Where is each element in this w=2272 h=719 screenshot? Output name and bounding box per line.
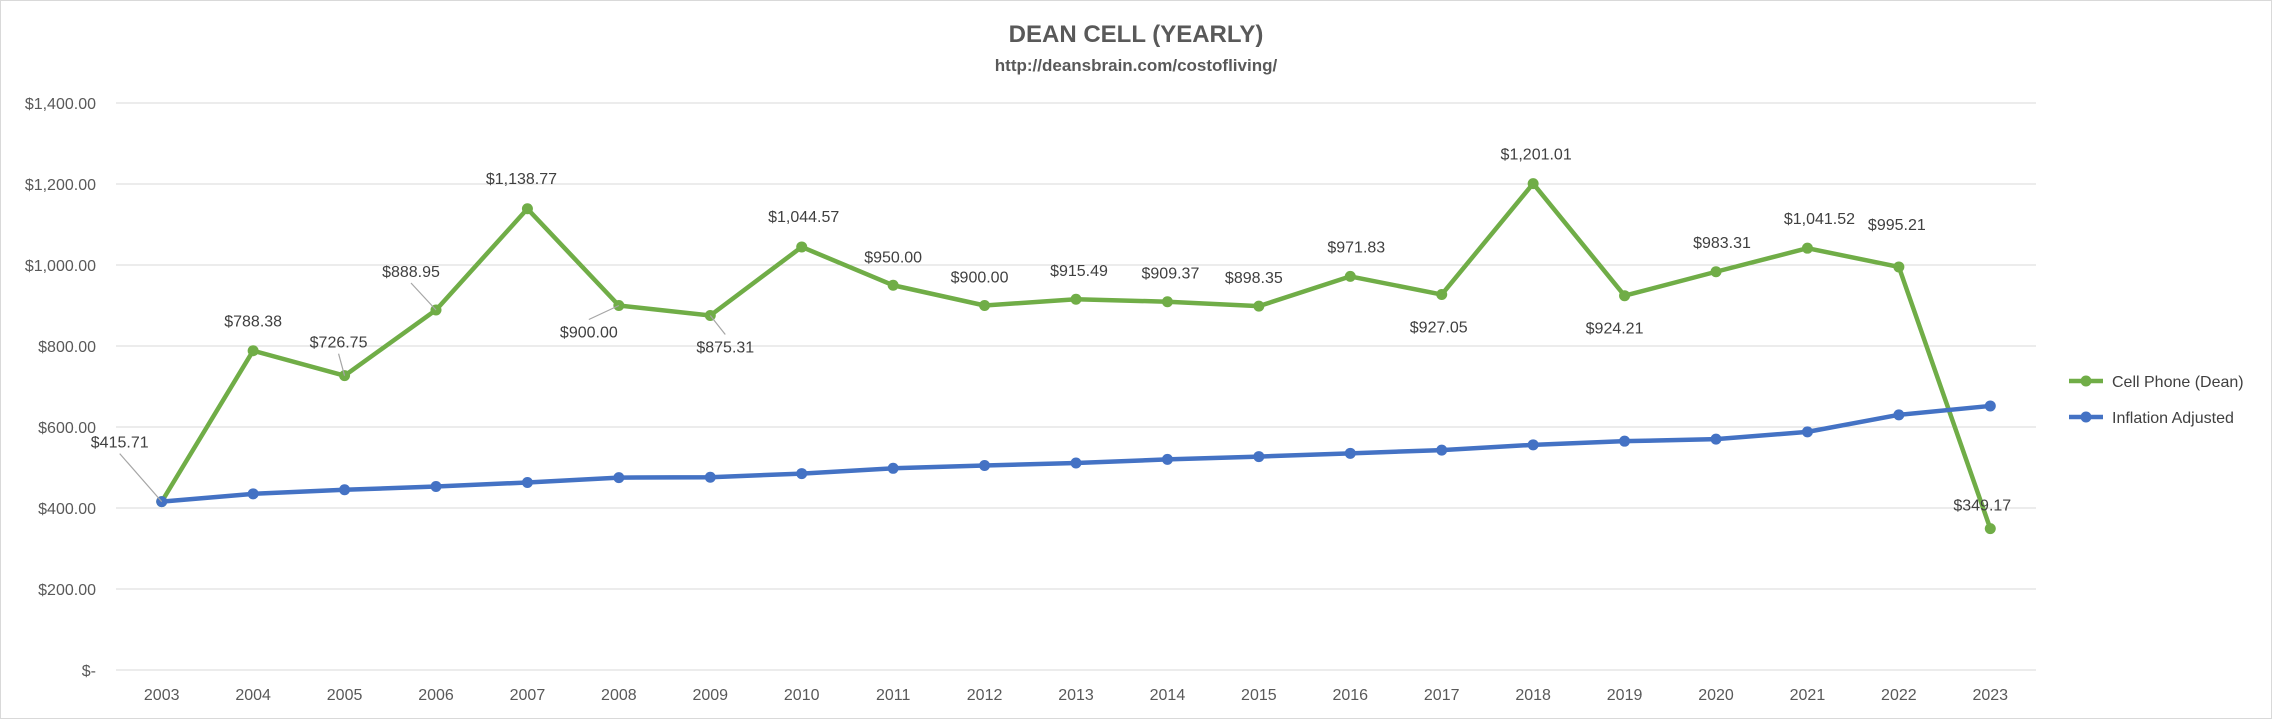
data-label: $349.17 [1953, 498, 2011, 515]
x-tick-label: 2017 [1424, 687, 1460, 704]
x-tick-label: 2012 [967, 687, 1003, 704]
data-label: $788.38 [224, 314, 282, 331]
y-tick-label: $800.00 [38, 339, 96, 356]
legend-label: Inflation Adjusted [2112, 410, 2234, 427]
data-label: $950.00 [864, 249, 922, 266]
data-label: $1,138.77 [486, 171, 557, 188]
data-point [705, 472, 716, 483]
x-tick-label: 2014 [1150, 687, 1186, 704]
y-tick-label: $400.00 [38, 501, 96, 518]
data-point [1436, 289, 1447, 300]
data-point [1436, 445, 1447, 456]
data-label: $1,201.01 [1501, 147, 1572, 164]
x-tick-label: 2008 [601, 687, 637, 704]
data-label: $924.21 [1586, 321, 1644, 338]
legend-label: Cell Phone (Dean) [2112, 374, 2244, 391]
x-tick-label: 2013 [1058, 687, 1094, 704]
x-tick-label: 2004 [235, 687, 271, 704]
data-point [1711, 266, 1722, 277]
data-label-leader [120, 454, 162, 502]
data-label: $875.31 [696, 339, 754, 356]
data-point [1071, 458, 1082, 469]
data-point [1345, 448, 1356, 459]
data-label: $415.71 [91, 435, 149, 452]
chart-svg: $- $200.00 $400.00 $600.00 $800.00 $1,000.00 $… [1, 1, 2271, 718]
chart-frame: DEAN CELL (YEARLY) http://deansbrain.com… [0, 0, 2272, 719]
data-point [522, 203, 533, 214]
data-label: $995.21 [1868, 217, 1926, 234]
data-point [1345, 271, 1356, 282]
data-point [979, 460, 990, 471]
x-tick-label: 2010 [784, 687, 820, 704]
x-tick-label: 2015 [1241, 687, 1277, 704]
data-point [522, 477, 533, 488]
x-tick-label: 2003 [144, 687, 180, 704]
data-point [888, 280, 899, 291]
data-point [613, 472, 624, 483]
data-label: $971.83 [1327, 239, 1385, 256]
data-label-leader [589, 306, 619, 320]
data-point [1253, 301, 1264, 312]
legend-marker [2081, 376, 2092, 387]
data-point [431, 481, 442, 492]
data-label: $726.75 [310, 335, 368, 352]
x-tick-label: 2005 [327, 687, 363, 704]
data-point [339, 484, 350, 495]
data-point [1071, 294, 1082, 305]
x-tick-label: 2019 [1607, 687, 1643, 704]
data-point [1985, 523, 1996, 534]
data-point [1711, 434, 1722, 445]
x-tick-label: 2020 [1698, 687, 1734, 704]
x-tick-label: 2021 [1790, 687, 1826, 704]
x-tick-label: 2007 [510, 687, 546, 704]
x-tick-label: 2011 [876, 687, 911, 704]
data-point [796, 468, 807, 479]
data-label-leader [710, 315, 725, 334]
data-label: $909.37 [1142, 266, 1200, 283]
data-label: $1,044.57 [768, 209, 839, 226]
data-point [1619, 290, 1630, 301]
data-point [248, 488, 259, 499]
data-point [1528, 439, 1539, 450]
x-tick-label: 2016 [1332, 687, 1368, 704]
data-point [888, 463, 899, 474]
data-label: $888.95 [382, 264, 440, 281]
data-point [1893, 409, 1904, 420]
legend-marker [2081, 412, 2092, 423]
data-point [1253, 451, 1264, 462]
data-label: $900.00 [560, 325, 618, 342]
data-point [1162, 296, 1173, 307]
data-point [796, 241, 807, 252]
x-tick-label: 2023 [1972, 687, 2008, 704]
data-point [1802, 243, 1813, 254]
x-tick-label: 2006 [418, 687, 454, 704]
x-tick-label: 2018 [1515, 687, 1551, 704]
data-label: $983.31 [1693, 235, 1751, 252]
data-point [1528, 178, 1539, 189]
data-label: $1,041.52 [1784, 211, 1855, 228]
data-point [1985, 400, 1996, 411]
y-tick-label: $1,400.00 [25, 96, 96, 113]
y-tick-label: $1,000.00 [25, 258, 96, 275]
data-label: $915.49 [1050, 263, 1108, 280]
x-tick-label: 2022 [1881, 687, 1917, 704]
data-point [248, 345, 259, 356]
y-tick-label: $200.00 [38, 582, 96, 599]
data-point [1802, 426, 1813, 437]
x-tick-label: 2009 [692, 687, 728, 704]
y-tick-label: $600.00 [38, 420, 96, 437]
y-tick-label: $1,200.00 [25, 177, 96, 194]
data-label: $898.35 [1225, 270, 1283, 287]
data-point [1893, 261, 1904, 272]
data-label: $927.05 [1410, 320, 1468, 337]
data-label: $900.00 [951, 270, 1009, 287]
data-label-leader [411, 283, 436, 310]
y-tick-label: $- [82, 663, 96, 680]
data-point [1619, 436, 1630, 447]
data-point [1162, 454, 1173, 465]
data-point [979, 300, 990, 311]
